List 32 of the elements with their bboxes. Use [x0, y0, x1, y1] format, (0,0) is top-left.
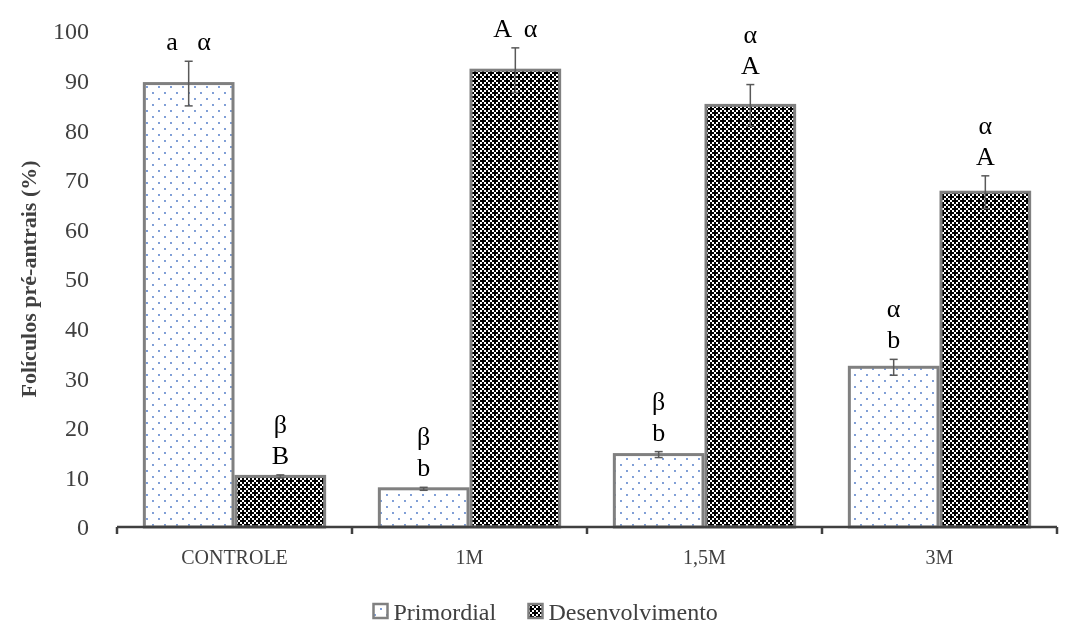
annotation: β — [417, 422, 431, 452]
y-tick-label: 0 — [77, 514, 89, 541]
x-tick-label: CONTROLE — [181, 546, 288, 568]
x-tick-label: 1,5M — [683, 546, 727, 568]
annotation: A α — [493, 13, 538, 43]
y-tick-label: 90 — [65, 68, 89, 94]
y-tick-label: 70 — [65, 167, 89, 194]
y-axis-title: Folículos pré-antrais (%) — [16, 160, 41, 398]
y-tick-label: 60 — [65, 216, 89, 243]
annotation: b — [417, 453, 431, 483]
annotation: α — [743, 19, 758, 49]
annotation: B — [271, 441, 289, 471]
annotation: A — [740, 50, 760, 80]
annotation: b — [887, 325, 901, 355]
y-tick-label: 20 — [65, 415, 89, 442]
legend-label: Primordial — [393, 599, 497, 626]
annotation: β — [652, 386, 666, 416]
y-tick-label: 50 — [65, 266, 89, 293]
y-tick-label: 40 — [65, 316, 89, 342]
y-tick-label: 30 — [65, 365, 89, 392]
y-tick-label: 100 — [53, 18, 89, 45]
y-tick-label: 80 — [65, 117, 89, 144]
legend-label: Desenvolvimento — [548, 599, 718, 626]
annotation: β — [273, 410, 287, 440]
x-tick-label: 3M — [925, 546, 954, 568]
x-tick-label: 1M — [455, 546, 484, 568]
annotation: α — [978, 110, 993, 140]
annotation: A — [975, 141, 995, 171]
annotation: a α — [166, 27, 212, 57]
annotation: α — [886, 294, 901, 324]
y-tick-label: 10 — [65, 464, 89, 491]
annotation: b — [652, 417, 666, 447]
